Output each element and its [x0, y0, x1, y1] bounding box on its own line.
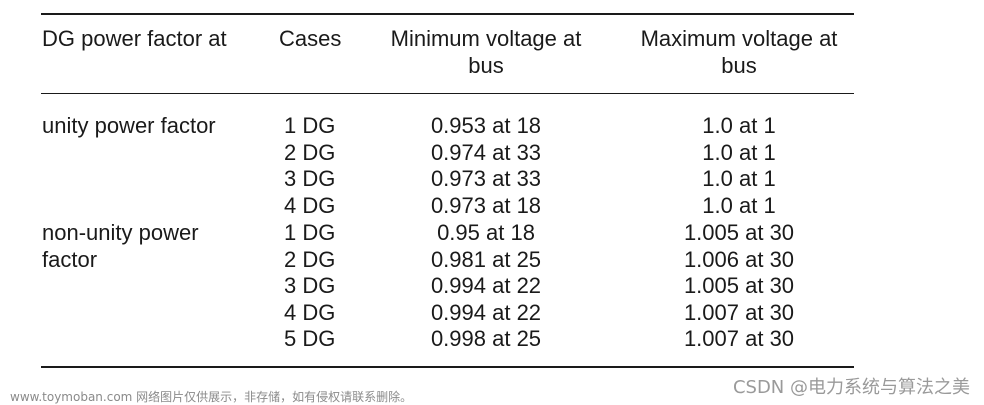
header-cases-text: Cases: [279, 26, 342, 51]
table-cell-case: 2 DG: [284, 246, 336, 272]
table-cell-min: 0.994 at 22: [430, 299, 542, 325]
table-cell-max: 1.007 at 30: [683, 299, 795, 325]
table-cell-case: 3 DG: [284, 166, 336, 191]
header-cases: Cases: [279, 25, 359, 52]
table-cell-max: 1.007 at 30: [683, 326, 795, 351]
table-cell-max: 1.0 at 1: [702, 192, 776, 218]
group-label-unity-line1: unity power factor: [42, 113, 216, 138]
table-cell-case: 1 DG: [284, 113, 336, 138]
header-max-voltage-line2: bus: [721, 53, 757, 78]
table-cell-max: 1.006 at 30: [683, 246, 795, 272]
watermark-left: www.toymoban.com 网络图片仅供展示，非存储，如有侵权请联系删除。: [10, 390, 413, 404]
top-rule: [41, 13, 854, 15]
header-dg-power-factor: DG power factor at: [42, 25, 272, 52]
group-label-non-unity: non-unity power factor: [42, 220, 262, 273]
group-label-non-unity-line2: factor: [42, 246, 98, 272]
header-max-voltage-line1: Maximum voltage at: [640, 26, 838, 51]
table-cell-max: 1.005 at 30: [683, 220, 795, 245]
table-cell-case: 4 DG: [284, 192, 336, 218]
table-cell-min: 0.994 at 22: [430, 273, 542, 298]
table-cell-case: 4 DG: [284, 299, 336, 325]
watermark-right: CSDN @电力系统与算法之美: [732, 377, 970, 398]
table-cell-max: 1.0 at 1: [702, 166, 776, 191]
table-cell-min: 0.953 at 18: [430, 113, 542, 138]
table-cell-min: 0.973 at 18: [430, 192, 542, 218]
table-cell-min: 0.998 at 25: [430, 326, 542, 351]
table-cell-min: 0.973 at 33: [430, 166, 542, 191]
header-max-voltage: Maximum voltage at bus: [623, 25, 855, 79]
bottom-rule: [41, 366, 854, 368]
group-label-non-unity-line1: non-unity power: [42, 220, 199, 245]
table-cell-case: 2 DG: [284, 139, 336, 165]
table-cell-min: 0.95 at 18: [437, 220, 535, 245]
table-cell-case: 5 DG: [284, 326, 336, 351]
header-min-voltage-line1: Minimum voltage at: [390, 26, 582, 51]
group-label-unity: unity power factor: [42, 113, 262, 140]
header-dg-power-factor-text: DG power factor at: [42, 26, 227, 51]
table-cell-max: 1.0 at 1: [702, 139, 776, 165]
table-cell-max: 1.005 at 30: [683, 273, 795, 298]
header-rule: [41, 93, 854, 94]
table-cell-min: 0.974 at 33: [430, 139, 542, 165]
table-cell-min: 0.981 at 25: [430, 246, 542, 272]
table-cell-max: 1.0 at 1: [702, 113, 776, 138]
table-cell-case: 3 DG: [284, 273, 336, 298]
header-min-voltage: Minimum voltage at bus: [371, 25, 601, 79]
table-cell-case: 1 DG: [284, 220, 336, 245]
header-min-voltage-line2: bus: [468, 53, 504, 78]
